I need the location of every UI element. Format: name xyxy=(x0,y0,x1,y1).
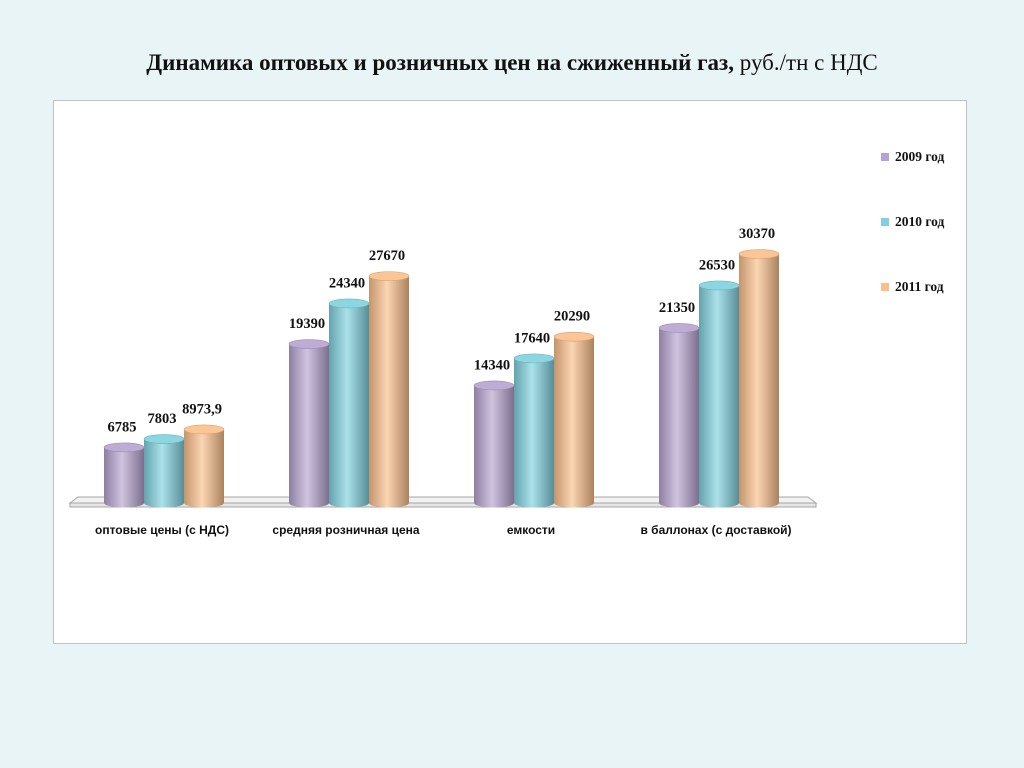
legend-item: 2011 год xyxy=(881,279,944,294)
bar-top xyxy=(553,331,595,342)
bar-top xyxy=(288,339,330,349)
chart-title-units: руб./тн с НДС xyxy=(734,50,878,75)
bar-top xyxy=(183,424,225,435)
legend-swatch xyxy=(881,218,889,226)
bar-body xyxy=(289,344,329,508)
legend-item: 2010 год xyxy=(881,214,945,229)
legend: 2009 год 2010 год 2011 год xyxy=(881,149,945,294)
bar xyxy=(738,249,780,508)
bar-top xyxy=(143,434,185,444)
bar-body xyxy=(104,447,144,508)
bar xyxy=(103,442,145,508)
bar xyxy=(553,331,595,508)
data-label: 27670 xyxy=(369,248,405,264)
bar-body xyxy=(514,358,554,508)
bar-body xyxy=(369,276,409,508)
data-label: 21350 xyxy=(659,300,695,316)
chart-panel xyxy=(53,100,967,644)
bar-body xyxy=(329,303,369,508)
data-label: 8973,9 xyxy=(182,401,222,417)
legend-label: 2010 год xyxy=(895,214,945,229)
bar xyxy=(698,280,740,508)
bar xyxy=(143,434,185,508)
category-label: средняя розничная цена xyxy=(272,523,419,537)
bar xyxy=(658,323,700,508)
bar xyxy=(288,339,330,508)
bar-body xyxy=(699,285,739,508)
bar-top xyxy=(368,271,410,281)
bar-body xyxy=(659,327,699,508)
category-label: оптовые цены (с НДС) xyxy=(95,523,229,537)
bar-body xyxy=(739,254,779,508)
bar-top xyxy=(698,280,740,291)
legend-swatch xyxy=(881,153,889,161)
bar xyxy=(513,353,555,508)
bar-body xyxy=(184,429,224,508)
legend-item: 2009 год xyxy=(881,149,945,164)
data-label: 26530 xyxy=(699,257,735,273)
data-label: 17640 xyxy=(514,330,550,346)
data-label: 20290 xyxy=(554,309,590,325)
bar-top xyxy=(658,323,700,333)
data-label: 24340 xyxy=(329,275,365,291)
bar-top xyxy=(328,298,370,309)
legend-label: 2009 год xyxy=(895,149,945,164)
bar-top xyxy=(473,380,515,391)
chart-title: Динамика оптовых и розничных цен на сжиж… xyxy=(0,50,1024,76)
bar xyxy=(183,424,225,508)
bar xyxy=(473,380,515,508)
bar xyxy=(328,298,370,508)
data-label: 30370 xyxy=(739,226,775,242)
chart-floor xyxy=(68,496,818,508)
chart-bars xyxy=(103,249,780,508)
legend-swatch xyxy=(881,283,889,291)
data-label: 6785 xyxy=(108,419,137,435)
legend-label: 2011 год xyxy=(895,279,944,294)
chart-title-bold: Динамика оптовых и розничных цен на сжиж… xyxy=(146,50,735,75)
chart-floor-edge xyxy=(69,502,817,508)
bar-body xyxy=(474,385,514,508)
category-label: емкости xyxy=(507,523,555,537)
data-label: 19390 xyxy=(289,316,325,332)
data-label: 7803 xyxy=(148,411,177,427)
bar-body xyxy=(554,336,594,508)
bar xyxy=(368,271,410,508)
category-labels: оптовые цены (с НДС) средняя розничная це… xyxy=(95,523,792,537)
bar-top xyxy=(513,353,555,364)
bar-top xyxy=(103,442,145,453)
category-label: в баллонах (с доставкой) xyxy=(640,523,791,537)
data-label: 14340 xyxy=(474,357,510,373)
data-labels: 678578038973,919390243402767014340176402… xyxy=(108,226,776,435)
bar-body xyxy=(144,439,184,508)
bar-top xyxy=(738,249,780,259)
